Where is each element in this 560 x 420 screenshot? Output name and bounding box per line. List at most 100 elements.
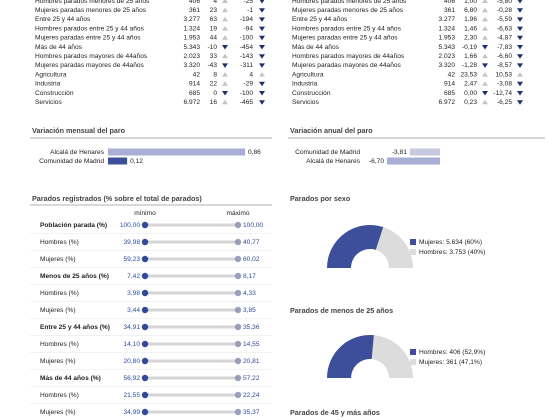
row-change: -311 xyxy=(240,62,253,69)
row-change: 33 xyxy=(210,53,218,60)
row-label: Hombres (%) xyxy=(40,341,79,348)
trend-up xyxy=(482,53,488,59)
row-label: Hombres parados entre 25 y 44 años xyxy=(292,25,402,32)
trend-down xyxy=(259,63,265,68)
range-max: 35,36 xyxy=(243,324,260,331)
trend-down xyxy=(259,17,265,22)
section-title: Variación anual del paro xyxy=(290,126,373,135)
legend-label: Mujeres: 361 (47,1%) xyxy=(419,359,482,366)
row-value: 685 xyxy=(189,90,200,97)
row-label: Menos de 25 años (%) xyxy=(40,273,109,280)
range-dot xyxy=(141,391,149,399)
range-max: 14,55 xyxy=(243,341,260,348)
row-label: Hombres parados menores de 25 años xyxy=(292,0,407,5)
range-dot xyxy=(234,391,242,399)
trend-down xyxy=(517,35,523,41)
range-dot xyxy=(234,408,242,416)
row-label: Industria xyxy=(292,81,318,88)
range-min: 7,42 xyxy=(127,273,140,280)
trend-down xyxy=(517,45,523,50)
trend-down xyxy=(482,63,488,68)
row-change: -194 xyxy=(240,16,254,23)
row-change: -454 xyxy=(240,44,254,51)
row-change: 4 xyxy=(249,71,253,78)
trend-down xyxy=(259,26,265,32)
range-min: 56,92 xyxy=(123,375,140,382)
trend-up xyxy=(222,7,228,13)
trend-down xyxy=(517,26,523,32)
row-change: 10,53 xyxy=(495,71,512,78)
trend-down xyxy=(259,54,265,59)
row-label: Mujeres paradas entre 25 y 44 años xyxy=(292,35,398,42)
row-change: 0,00 xyxy=(464,90,477,97)
range-max: 57,22 xyxy=(243,375,260,382)
range-dot xyxy=(141,221,149,229)
row-change: 44 xyxy=(210,35,218,42)
row-value: 5.343 xyxy=(438,44,455,51)
row-change: -6,63 xyxy=(497,25,512,32)
row-value: 3.277 xyxy=(183,16,200,23)
trend-down xyxy=(517,8,523,13)
trend-up xyxy=(482,81,488,86)
row-label: Mujeres paradas entre 25 y 44 años xyxy=(35,35,141,42)
range-dot xyxy=(234,323,242,331)
range-dot xyxy=(234,289,242,297)
trend-down xyxy=(259,91,265,96)
row-label: Servicios xyxy=(35,99,62,106)
trend-down xyxy=(517,54,523,59)
trend-up xyxy=(222,72,228,77)
row-label: Entre 25 y 44 años xyxy=(35,16,91,23)
donut-segment xyxy=(327,224,384,268)
row-value: 6.972 xyxy=(438,99,455,106)
row-change: -25 xyxy=(243,0,253,5)
section-title: Variación mensual del paro xyxy=(32,126,126,135)
range-min: 20,80 xyxy=(123,358,140,365)
range-min: 34,99 xyxy=(123,409,140,416)
row-label: Mujeres (%) xyxy=(40,409,76,416)
legend-swatch xyxy=(410,239,416,245)
row-change: -0,28 xyxy=(497,7,512,14)
row-value: 3.320 xyxy=(438,62,455,69)
range-min: 3,44 xyxy=(127,307,140,314)
range-dot xyxy=(141,255,149,263)
row-value: 3.320 xyxy=(183,62,200,69)
row-value: 1.324 xyxy=(438,25,455,32)
legend-swatch xyxy=(410,359,416,365)
row-label: Hombres (%) xyxy=(40,290,79,297)
row-change: -7,83 xyxy=(497,44,512,51)
section-title: Parados de 45 y más años xyxy=(290,408,380,417)
trend-up xyxy=(482,35,488,40)
trend-down xyxy=(259,81,265,87)
row-label: Construcción xyxy=(292,90,331,97)
row-value: 1.953 xyxy=(183,35,200,42)
row-change: -94 xyxy=(243,25,253,32)
trend-up xyxy=(222,53,228,59)
row-change: -29 xyxy=(243,81,253,88)
row-label: Más de 44 años (%) xyxy=(40,375,101,382)
trend-down xyxy=(517,17,523,22)
trend-up xyxy=(482,99,488,105)
row-value: 6.972 xyxy=(183,99,200,106)
row-change: 8 xyxy=(213,71,217,78)
row-label: Mujeres (%) xyxy=(40,358,76,365)
row-change: -8,57 xyxy=(497,62,512,69)
range-dot xyxy=(234,221,242,229)
row-change: -0,19 xyxy=(462,44,477,51)
row-change: 1,66 xyxy=(464,53,477,60)
row-change: 22 xyxy=(210,81,218,88)
row-label: Hombres parados mayores de 44años xyxy=(35,53,148,60)
row-label: Hombres parados entre 25 y 44 años xyxy=(35,25,145,32)
column-header: máximo xyxy=(226,210,249,217)
trend-down xyxy=(517,81,523,87)
row-label: Mujeres (%) xyxy=(40,256,76,263)
row-change: -100 xyxy=(240,90,254,97)
row-change: 2,30 xyxy=(464,35,477,42)
section-title: Parados de menos de 25 años xyxy=(290,306,393,315)
row-change: 4 xyxy=(213,0,217,5)
row-value: 361 xyxy=(444,7,455,14)
row-change: 19 xyxy=(210,25,218,32)
range-max: 100,00 xyxy=(243,222,264,229)
range-dot xyxy=(234,340,242,348)
row-label: Industria xyxy=(35,81,61,88)
